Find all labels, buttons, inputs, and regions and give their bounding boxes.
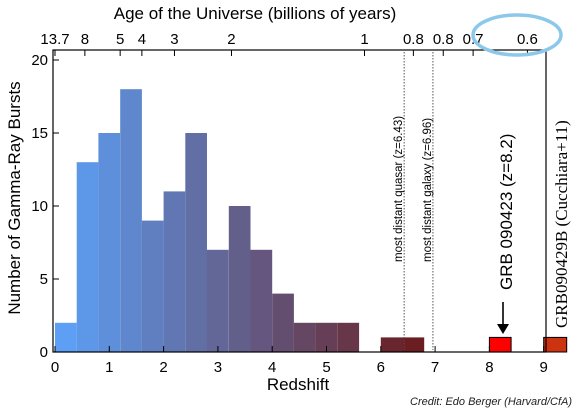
bar-7 <box>207 249 229 352</box>
x-tick-label-7: 7 <box>431 359 439 376</box>
bar-8 <box>228 206 251 352</box>
top-tick-label-6: 1 <box>360 31 368 48</box>
top-tick-label-4: 3 <box>170 31 178 48</box>
x-tick-label-9: 9 <box>540 359 548 376</box>
reference-label-1: most distant galaxy (z=6.96) <box>422 118 434 262</box>
top-tick-label-0: 13.7 <box>40 31 69 48</box>
grb-side-label: GRB090429B (Cucchiara+11) <box>552 120 571 328</box>
top-tick-label-5: 2 <box>227 31 235 48</box>
bar-14 <box>380 337 403 352</box>
x-tick-label-1: 1 <box>105 359 113 376</box>
x-axis-title: Redshift <box>267 375 330 394</box>
x-tick-label-6: 6 <box>377 359 385 376</box>
top-axis-title: Age of the Universe (billions of years) <box>114 4 397 23</box>
bar-3 <box>120 89 142 352</box>
grb-label: GRB 090423 (z=8.2) <box>497 134 516 290</box>
y-tick-label-2: 10 <box>31 198 48 215</box>
bar-12 <box>315 322 338 352</box>
top-tick-label-1: 8 <box>81 31 89 48</box>
y-axis-title: Number of Gamma-Ray Bursts <box>5 81 24 314</box>
reference-label-0: most distant quasar (z=6.43) <box>393 116 405 262</box>
top-tick-label-8: 0.8 <box>433 31 454 48</box>
x-tick-label-5: 5 <box>322 359 330 376</box>
x-tick-label-4: 4 <box>268 359 276 376</box>
bar-11 <box>293 322 316 352</box>
bar-9 <box>250 249 273 352</box>
top-tick-label-7: 0.8 <box>403 31 424 48</box>
bar-17 <box>543 336 568 353</box>
y-tick-label-0: 0 <box>40 344 48 361</box>
bar-2 <box>98 133 121 352</box>
top-tick-label-10: 0.6 <box>517 31 538 48</box>
x-tick-label-3: 3 <box>214 359 222 376</box>
bar-15 <box>402 337 425 352</box>
y-tick-label-3: 15 <box>31 125 48 142</box>
bar-13 <box>337 322 360 352</box>
y-axis-ticks: 0 5 10 15 20 <box>31 52 59 361</box>
x-tick-label-0: 0 <box>51 359 59 376</box>
y-tick-label-1: 5 <box>40 271 48 288</box>
plot-frame <box>52 49 547 353</box>
bar-10 <box>272 293 294 352</box>
top-tick-label-2: 5 <box>116 31 124 48</box>
bar-0 <box>55 322 77 352</box>
highlight-circle <box>471 13 563 57</box>
bar-16 <box>488 336 512 353</box>
top-tick-label-3: 4 <box>138 31 146 48</box>
credit-text: Credit: Edo Berger (Harvard/CfA) <box>410 396 572 408</box>
bar-6 <box>185 133 207 352</box>
grb-arrow-head <box>497 324 509 334</box>
x-axis-ticks: 0 1 2 3 4 5 6 7 8 9 <box>51 346 548 376</box>
top-axis-ticks: 13.7 8 5 4 3 2 1 0.8 0.8 0.7 0.6 <box>40 31 538 56</box>
y-tick-label-4: 20 <box>31 52 48 69</box>
reference-lines: most distant quasar (z=6.43) most distant… <box>393 52 434 350</box>
bar-1 <box>76 162 99 352</box>
bar-5 <box>163 191 186 352</box>
histogram-bars <box>55 89 568 353</box>
bar-4 <box>141 220 164 352</box>
x-tick-label-2: 2 <box>159 359 167 376</box>
x-tick-label-8: 8 <box>485 359 493 376</box>
